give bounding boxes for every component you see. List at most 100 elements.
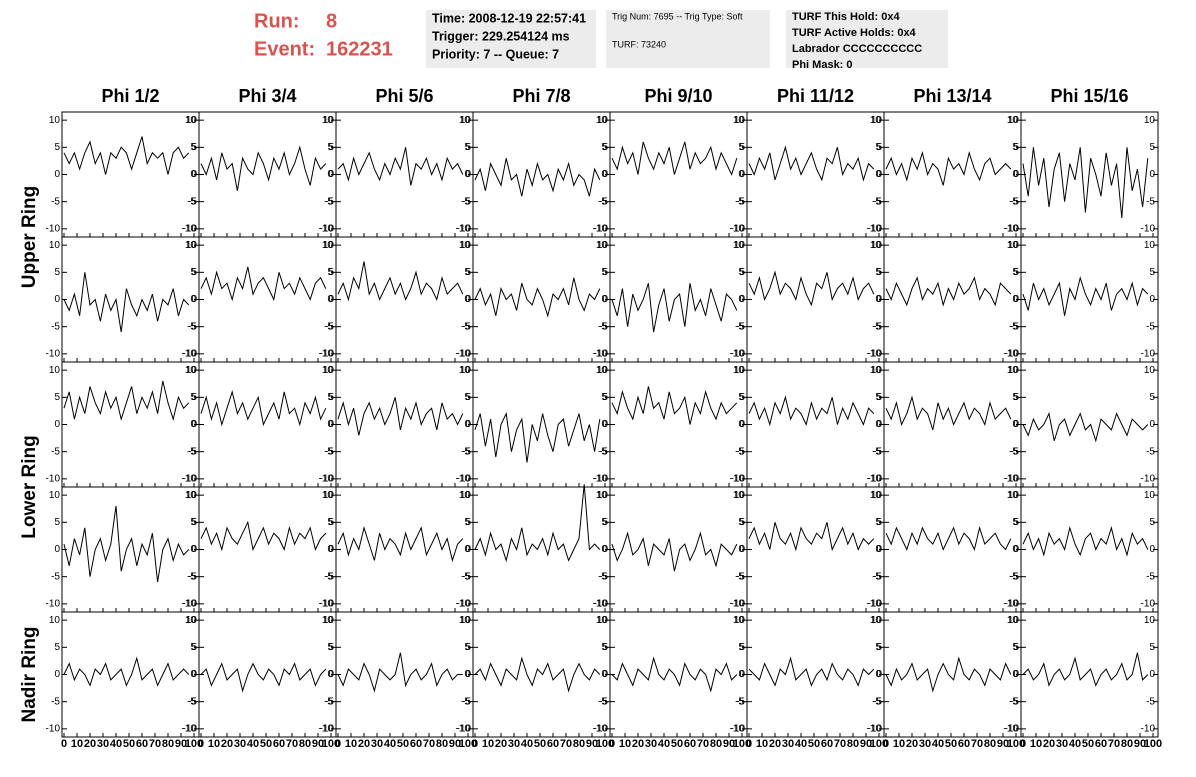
- y-tick-label: 0: [190, 669, 196, 680]
- x-tick-label: 60: [410, 738, 422, 750]
- y-tick-label: -5: [187, 196, 196, 207]
- y-tick-label: 0: [191, 669, 197, 680]
- x-tick-label: 30: [508, 738, 520, 750]
- y-tick-label: 5: [1149, 392, 1155, 403]
- y-tick-label: -10: [731, 598, 746, 609]
- y-tick-label: 0: [54, 294, 60, 305]
- y-tick-label: 0: [54, 419, 60, 430]
- y-tick-label: -10: [1141, 223, 1156, 234]
- y-tick-label: -5: [462, 696, 471, 707]
- y-tick-label: -5: [187, 571, 196, 582]
- y-tick-label: 0: [601, 294, 607, 305]
- y-tick-label: -5: [598, 571, 607, 582]
- y-tick-label: 0: [876, 544, 882, 555]
- y-tick-label: 0: [1012, 294, 1018, 305]
- y-tick-label: 10: [597, 115, 609, 126]
- x-tick-label: 70: [834, 738, 846, 750]
- x-tick-label: 0: [883, 738, 889, 750]
- y-tick-label: 0: [601, 669, 607, 680]
- x-tick-label: 50: [945, 738, 957, 750]
- waveform: [63, 656, 190, 687]
- waveform: [611, 141, 738, 176]
- y-tick-label: 5: [875, 517, 881, 528]
- y-tick-label: 0: [602, 169, 608, 180]
- y-tick-label: -5: [325, 446, 334, 457]
- info-text: TURF This Hold: 0x4: [792, 11, 900, 23]
- x-tick-label: 70: [423, 738, 435, 750]
- info-text: Trigger: 229.254124 ms: [432, 29, 570, 43]
- y-tick-label: 5: [464, 267, 470, 278]
- info-text: Time: 2008-12-19 22:57:41: [432, 11, 586, 25]
- y-tick-label: 5: [464, 517, 470, 528]
- waveform: [474, 656, 601, 693]
- x-tick-label: 70: [1108, 738, 1120, 750]
- y-tick-label: 10: [1008, 615, 1020, 626]
- y-tick-label: -10: [867, 598, 882, 609]
- x-tick-label: 50: [123, 738, 135, 750]
- y-tick-label: 10: [186, 615, 198, 626]
- panel-frame: [1020, 236, 1159, 363]
- y-tick-label: 5: [876, 392, 882, 403]
- y-tick-label: -5: [51, 696, 60, 707]
- y-tick-label: 0: [738, 544, 744, 555]
- y-tick-label: 5: [601, 392, 607, 403]
- y-tick-label: -10: [456, 473, 471, 484]
- y-tick-label: -5: [461, 571, 470, 582]
- panel-frame: [472, 111, 611, 238]
- y-tick-label: 10: [460, 365, 472, 376]
- y-tick-label: 10: [49, 490, 61, 501]
- y-tick-label: 0: [876, 669, 882, 680]
- column-title: Phi 15/16: [1050, 86, 1128, 106]
- info-text: TURF: 73240: [612, 39, 666, 49]
- y-tick-label: 10: [460, 240, 472, 251]
- waveform: [611, 283, 738, 333]
- y-tick-label: -10: [319, 598, 334, 609]
- waveform: [337, 261, 464, 302]
- y-tick-label: 10: [733, 615, 745, 626]
- x-tick-label: 100: [185, 738, 203, 750]
- waveform: [885, 150, 1012, 186]
- x-tick-label: 70: [971, 738, 983, 750]
- x-tick-label: 90: [449, 738, 461, 750]
- y-tick-label: -5: [873, 571, 882, 582]
- panel-frame: [61, 111, 200, 238]
- y-tick-label: 5: [739, 392, 745, 403]
- y-tick-label: -5: [872, 196, 881, 207]
- y-tick-label: -5: [735, 696, 744, 707]
- y-tick-label: -10: [1004, 223, 1019, 234]
- y-tick-label: -10: [1005, 223, 1020, 234]
- y-tick-label: -5: [324, 321, 333, 332]
- y-tick-label: 0: [876, 169, 882, 180]
- y-tick-label: 5: [327, 392, 333, 403]
- y-tick-label: 0: [191, 294, 197, 305]
- y-tick-label: 10: [460, 490, 472, 501]
- y-tick-label: 5: [738, 267, 744, 278]
- y-tick-label: 5: [738, 142, 744, 153]
- y-tick-label: -10: [730, 473, 745, 484]
- y-tick-label: 10: [49, 615, 61, 626]
- y-tick-label: 5: [1013, 392, 1019, 403]
- waveform: [337, 652, 463, 693]
- y-tick-label: -10: [868, 473, 883, 484]
- waveform: [63, 136, 190, 175]
- y-tick-label: -5: [51, 321, 60, 332]
- x-tick-label: 10: [345, 738, 357, 750]
- x-tick-label: 0: [198, 738, 204, 750]
- x-tick-label: 10: [482, 738, 494, 750]
- y-tick-label: -10: [868, 223, 883, 234]
- info-text: Trig Num: 7695 -- Trig Type: Soft: [612, 11, 743, 21]
- y-tick-label: -5: [188, 446, 197, 457]
- panel-frame: [746, 111, 885, 238]
- y-tick-label: -5: [325, 321, 334, 332]
- y-tick-label: -10: [731, 348, 746, 359]
- y-tick-label: 5: [190, 517, 196, 528]
- y-tick-label: 10: [596, 115, 608, 126]
- x-tick-label: 70: [560, 738, 572, 750]
- y-tick-label: 10: [596, 240, 608, 251]
- x-tick-label: 30: [645, 738, 657, 750]
- y-tick-label: -5: [1146, 196, 1155, 207]
- y-tick-label: 0: [327, 544, 333, 555]
- y-tick-label: -10: [1005, 598, 1020, 609]
- y-tick-label: -5: [599, 196, 608, 207]
- y-tick-label: -5: [51, 196, 60, 207]
